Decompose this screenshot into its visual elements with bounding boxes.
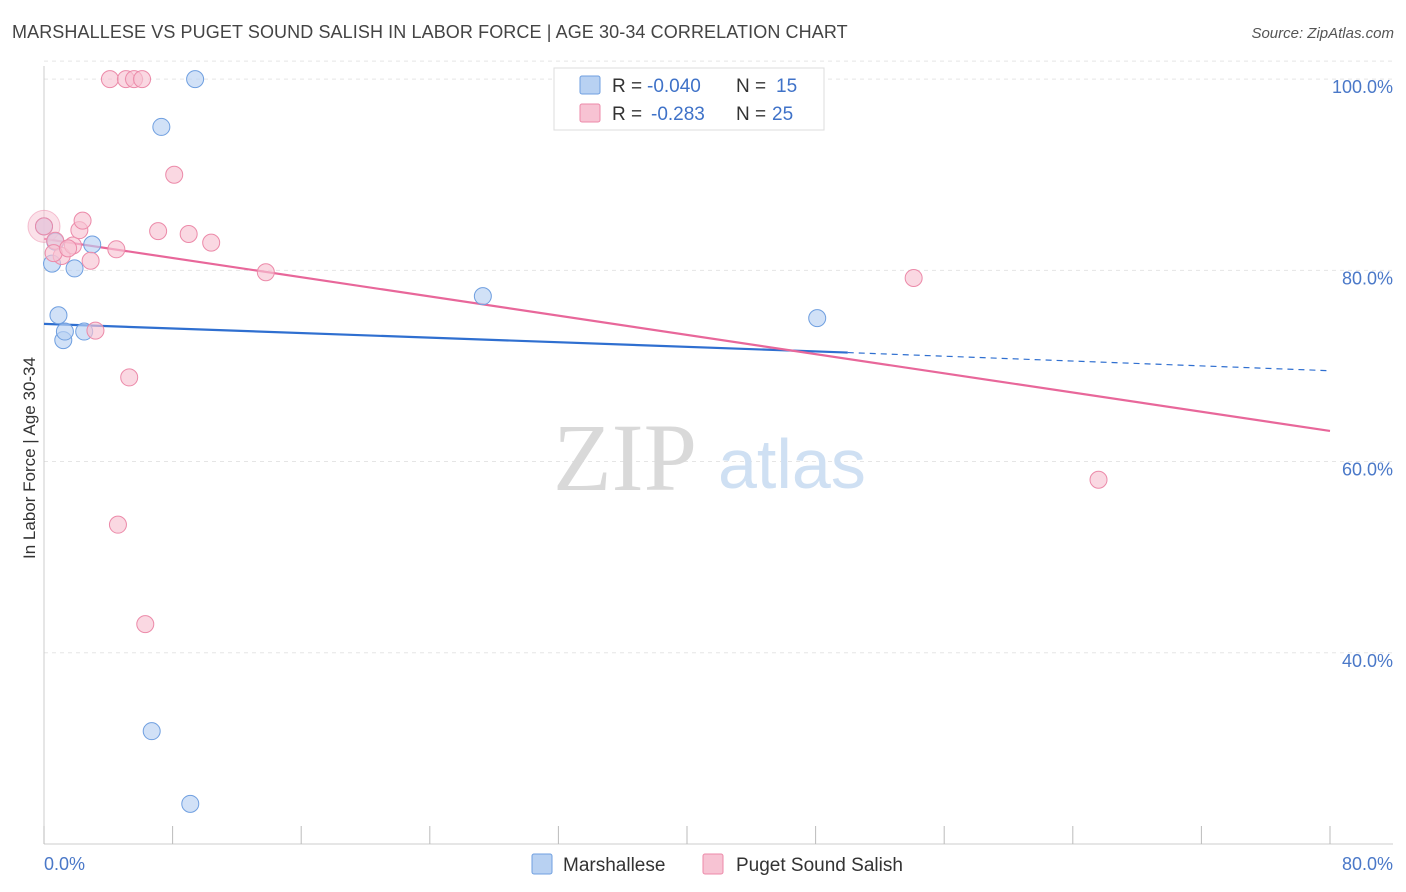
point-puget-16 — [165, 165, 184, 184]
legend-r-label-2: R = — [612, 104, 642, 125]
point-puget-5 — [73, 211, 92, 230]
bottom-legend-label-puget: Puget Sound Salish — [736, 855, 903, 876]
point-marshallese-13 — [473, 287, 492, 306]
point-marshallese-10 — [186, 70, 205, 89]
legend-n-label-1: N = — [736, 76, 766, 97]
point-marshallese-6 — [65, 259, 84, 278]
point-puget-21 — [904, 268, 923, 287]
series-legend: Marshallese Puget Sound Salish — [531, 853, 903, 876]
trend-line-marshallese-extension — [847, 351, 1331, 372]
point-puget-12 — [120, 368, 139, 387]
data-points — [27, 70, 1108, 813]
trend-line-puget — [43, 237, 1331, 433]
bottom-legend-swatch-puget — [702, 853, 724, 875]
y-tick-label-100: 100.0% — [1332, 77, 1393, 97]
legend-r-label-1: R = — [612, 76, 642, 97]
point-puget-20 — [107, 240, 126, 259]
point-marshallese-3 — [49, 306, 68, 325]
axes — [43, 66, 1393, 845]
x-tick-label-min: 0.0% — [44, 854, 85, 874]
gridlines — [44, 60, 1393, 654]
watermark: ZIP atlas — [553, 404, 866, 511]
point-puget-7 — [86, 321, 105, 340]
legend-n-value-1: 15 — [776, 76, 797, 97]
trend-line-marshallese — [43, 322, 848, 354]
point-marshallese-8 — [83, 235, 102, 254]
point-marshallese-9 — [152, 117, 171, 136]
point-puget-18 — [202, 233, 221, 252]
point-marshallese-11 — [142, 722, 161, 741]
point-marshallese-5 — [55, 322, 74, 341]
source-label: Source: ZipAtlas.com — [1251, 25, 1394, 42]
legend-n-value-2: 25 — [772, 104, 793, 125]
watermark-atlas: atlas — [718, 425, 866, 503]
y-tick-label-80: 80.0% — [1342, 268, 1393, 288]
point-marshallese-14 — [808, 309, 827, 328]
y-tick-label-40: 40.0% — [1342, 651, 1393, 671]
watermark-zip: ZIP — [553, 404, 697, 511]
point-puget-8 — [100, 70, 119, 89]
legend-n-label-2: N = — [736, 104, 766, 125]
legend-r-value-2: -0.283 — [651, 104, 705, 125]
x-tick-label-max: 80.0% — [1342, 854, 1393, 874]
y-tick-labels: 40.0% 60.0% 80.0% 100.0% — [1332, 77, 1393, 671]
legend-swatch-puget — [579, 103, 601, 123]
point-puget-6 — [81, 251, 100, 270]
point-puget-0 — [35, 217, 53, 236]
point-puget-14 — [136, 615, 155, 634]
point-puget-19 — [256, 263, 275, 282]
point-marshallese-12 — [181, 794, 200, 813]
legend-swatch-marshallese — [579, 75, 601, 95]
bottom-legend-label-marshallese: Marshallese — [563, 855, 665, 876]
legend-r-value-1: -0.040 — [647, 76, 701, 97]
chart-title: MARSHALLESE VS PUGET SOUND SALISH IN LAB… — [12, 22, 848, 42]
trend-lines — [43, 237, 1331, 433]
stats-legend: R = -0.040 N = 15 R = -0.283 N = 25 — [553, 67, 825, 131]
point-puget-13 — [108, 515, 127, 534]
point-puget-22 — [1089, 470, 1108, 489]
y-tick-label-60: 60.0% — [1342, 460, 1393, 480]
point-puget-11 — [133, 70, 152, 89]
point-puget-17 — [179, 225, 198, 244]
bottom-legend-swatch-marshallese — [531, 853, 553, 875]
y-axis-label: In Labor Force | Age 30-34 — [20, 357, 39, 559]
point-puget-24 — [59, 239, 78, 258]
point-puget-15 — [149, 222, 168, 241]
